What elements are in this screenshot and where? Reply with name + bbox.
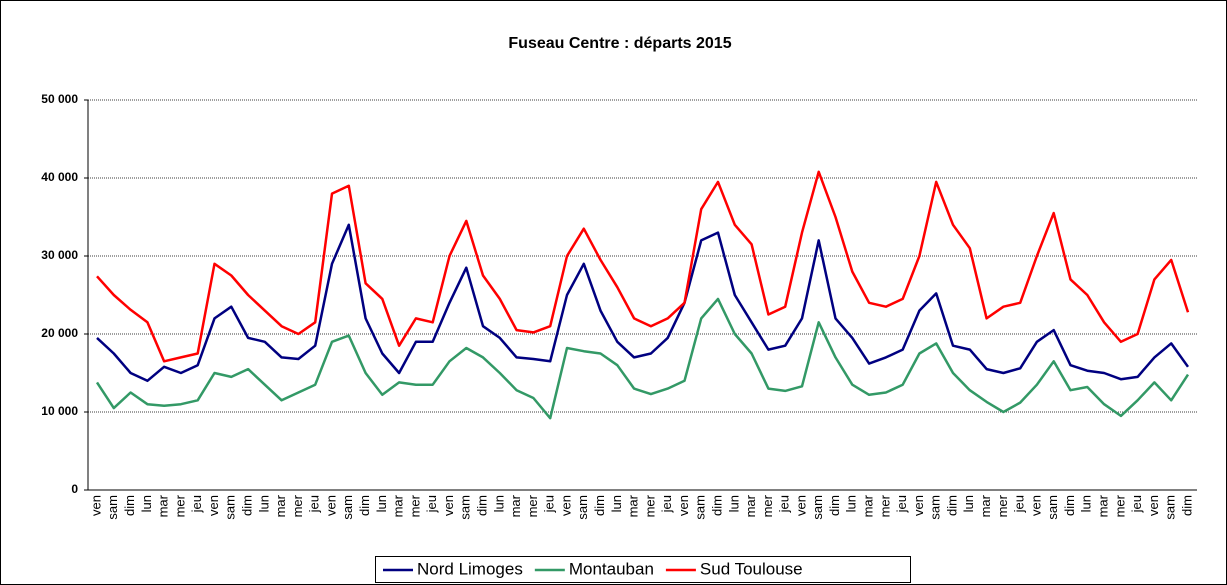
x-tick-label: mer <box>760 494 775 517</box>
x-tick-label: sam <box>810 495 825 520</box>
legend-label: Montauban <box>569 559 654 578</box>
x-tick-label: jeu <box>1012 495 1027 513</box>
x-tick-label: dim <box>827 495 842 516</box>
x-tick-label: mar <box>273 494 288 517</box>
x-tick-label: mer <box>1112 494 1127 517</box>
x-tick-label: lun <box>609 495 624 512</box>
x-tick-label: dim <box>1062 495 1077 516</box>
x-tick-label: sam <box>575 495 590 520</box>
x-tick-label: lun <box>139 495 154 512</box>
x-tick-label: mar <box>743 494 758 517</box>
x-tick-label: dim <box>474 495 489 516</box>
x-tick-label: sam <box>693 495 708 520</box>
x-tick-label: mar <box>978 494 993 517</box>
y-tick-label: 0 <box>71 482 78 496</box>
x-tick-label: mar <box>626 494 641 517</box>
x-tick-label: jeu <box>894 495 909 513</box>
x-tick-label: ven <box>1146 495 1161 516</box>
x-tick-label: mer <box>290 494 305 517</box>
y-tick-label: 30 000 <box>41 248 78 262</box>
x-tick-label: dim <box>1179 495 1194 516</box>
x-tick-label: dim <box>239 495 254 516</box>
x-tick-label: dim <box>357 495 372 516</box>
legend-label: Sud Toulouse <box>700 559 803 578</box>
x-tick-label: jeu <box>307 495 322 513</box>
x-tick-label: lun <box>844 495 859 512</box>
y-tick-label: 20 000 <box>41 326 78 340</box>
x-tick-label: dim <box>122 495 137 516</box>
x-tick-label: lun <box>374 495 389 512</box>
x-tick-label: sam <box>928 495 943 520</box>
x-tick-label: mer <box>172 494 187 517</box>
x-tick-label: mar <box>861 494 876 517</box>
x-tick-label: mar <box>391 494 406 517</box>
x-tick-label: ven <box>911 495 926 516</box>
x-tick-label: jeu <box>659 495 674 513</box>
y-tick-label: 40 000 <box>41 170 78 184</box>
x-tick-label: lun <box>961 495 976 512</box>
x-tick-label: dim <box>592 495 607 516</box>
x-tick-label: ven <box>1028 495 1043 516</box>
x-tick-label: mer <box>995 494 1010 517</box>
y-tick-label: 10 000 <box>41 404 78 418</box>
x-tick-label: sam <box>1163 495 1178 520</box>
x-tick-label: lun <box>256 495 271 512</box>
x-tick-label: jeu <box>542 495 557 513</box>
x-tick-label: mar <box>1096 494 1111 517</box>
x-tick-label: jeu <box>189 495 204 513</box>
x-tick-label: jeu <box>424 495 439 513</box>
y-tick-label: 50 000 <box>41 92 78 106</box>
x-tick-label: dim <box>944 495 959 516</box>
x-tick-label: mer <box>407 494 422 517</box>
x-tick-label: mar <box>508 494 523 517</box>
chart-title: Fuseau Centre : départs 2015 <box>508 35 731 52</box>
x-tick-label: lun <box>1079 495 1094 512</box>
x-tick-label: sam <box>223 495 238 520</box>
series-line <box>95 297 1190 420</box>
x-tick-label: sam <box>1045 495 1060 520</box>
x-tick-label: ven <box>558 495 573 516</box>
x-tick-label: lun <box>491 495 506 512</box>
x-tick-label: mer <box>877 494 892 517</box>
x-tick-label: ven <box>323 495 338 516</box>
x-tick-label: mer <box>525 494 540 517</box>
x-tick-label: lun <box>726 495 741 512</box>
legend-box <box>375 556 911 583</box>
x-tick-label: jeu <box>777 495 792 513</box>
x-tick-label: mer <box>642 494 657 517</box>
x-tick-label: sam <box>340 495 355 520</box>
x-tick-label: sam <box>458 495 473 520</box>
x-tick-label: sam <box>105 495 120 520</box>
series-line <box>96 223 1190 383</box>
series-line <box>96 170 1190 363</box>
x-tick-label: ven <box>88 495 103 516</box>
x-tick-label: jeu <box>1129 495 1144 513</box>
x-tick-label: ven <box>676 495 691 516</box>
legend-label: Nord Limoges <box>417 559 523 578</box>
x-tick-label: ven <box>793 495 808 516</box>
x-tick-label: ven <box>441 495 456 516</box>
x-tick-label: mar <box>156 494 171 517</box>
x-tick-label: dim <box>709 495 724 516</box>
x-tick-label: ven <box>206 495 221 516</box>
